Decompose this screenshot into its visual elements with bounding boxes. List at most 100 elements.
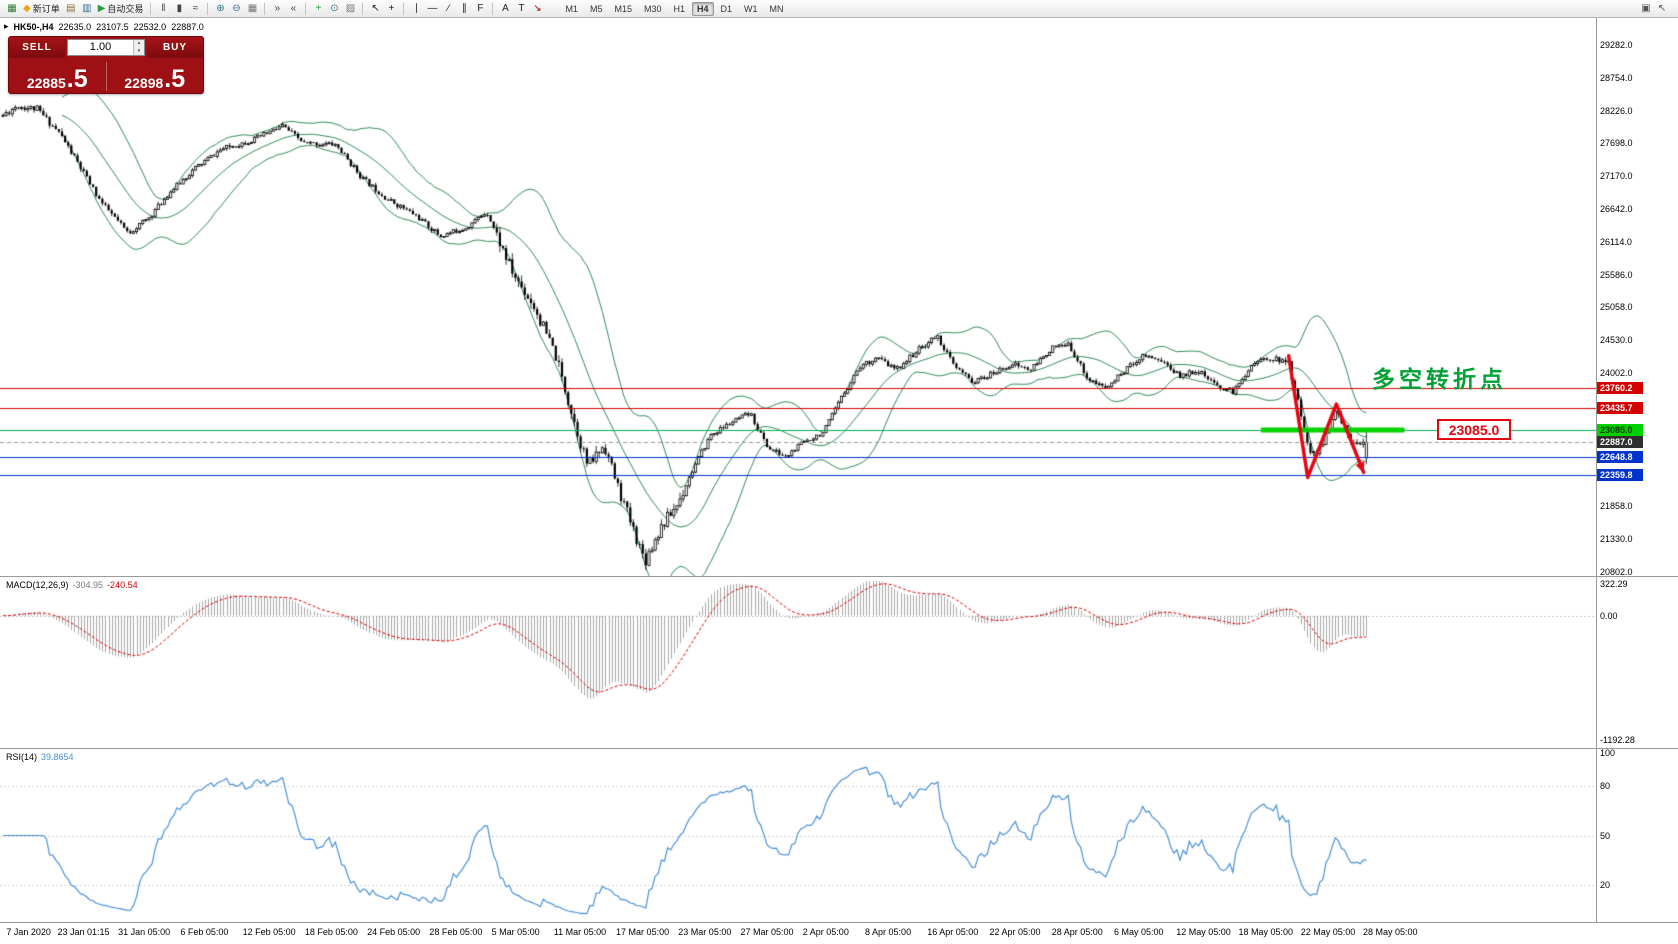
timeframe-button-m15[interactable]: M15 (614, 3, 632, 14)
timeframe-button-d1[interactable]: D1 (720, 3, 733, 14)
toolbar-separator (264, 2, 266, 15)
price-axis-label: 21330.0 (1600, 533, 1633, 544)
time-axis-label: 6 Feb 05:00 (180, 927, 229, 937)
pointer-mode-button[interactable]: ↖ (1654, 1, 1670, 16)
timeframe-button-m5[interactable]: M5 (589, 3, 603, 14)
autotrading-button-label: 自动交易 (107, 4, 144, 14)
new-chart-icon: ▦ (7, 2, 17, 14)
fibonacci-icon: F (477, 2, 484, 14)
time-axis-label: 7 Jan 2020 (6, 927, 51, 937)
buy-button[interactable]: BUY (147, 37, 203, 58)
volume-field[interactable]: 1.00 ▴ ▾ (67, 39, 145, 56)
price-axis[interactable]: 29282.0 28754.0 28226.0 27698.0 27170.0 26642… (1596, 18, 1678, 577)
one-click-collapse-icon[interactable]: ▸ (4, 21, 9, 31)
fibonacci-button[interactable]: F (472, 1, 488, 16)
volume-value[interactable]: 1.00 (89, 41, 112, 53)
timeframe-button-mn[interactable]: MN (769, 3, 784, 14)
price-axis-label: 26114.0 (1600, 236, 1632, 247)
chart-profile-button[interactable]: ▤ (63, 1, 79, 16)
time-axis-label: 17 Mar 05:00 (616, 927, 670, 937)
candlestick-icon: ▮ (176, 2, 183, 14)
zoom-in-button[interactable]: ⊕ (212, 1, 228, 16)
volume-spin-down-icon[interactable]: ▾ (134, 47, 144, 55)
templates-button[interactable]: ▨ (342, 1, 358, 16)
price-axis-label: 25058.0 (1600, 302, 1633, 313)
horizontal-line-button[interactable]: ― (424, 1, 440, 16)
arrange-windows-button[interactable]: ▣ (1638, 1, 1654, 16)
chart-shift-button[interactable]: « (285, 1, 301, 16)
rsi-panel-canvas[interactable] (0, 749, 1596, 922)
cursor-button[interactable]: ↖ (367, 1, 383, 16)
time-axis[interactable]: 7 Jan 2020 23 Jan 01:15 31 Jan 05:00 6 Feb … (0, 923, 1678, 944)
text-label-button[interactable]: T (513, 1, 529, 16)
arrows-icon: ↘ (533, 2, 542, 14)
volume-spinner[interactable]: ▴ ▾ (133, 40, 144, 55)
rsi-value: 39.8654 (41, 752, 74, 762)
support-tag-blue-upper: 22648.8 (1597, 451, 1643, 463)
indicators-button[interactable]: + (310, 1, 326, 16)
price-axis-label: 21858.0 (1600, 501, 1633, 512)
price-axis-label: 24530.0 (1600, 335, 1633, 346)
time-axis-label: 18 Feb 05:00 (304, 927, 358, 937)
toolbar-right: ▣ ↖ (1638, 1, 1670, 16)
macd-axis-label: 322.29 (1600, 579, 1628, 589)
zoom-out-button[interactable]: ⊖ (228, 1, 244, 16)
price-axis-label: 27170.0 (1600, 171, 1633, 182)
timeframe-button-w1[interactable]: W1 (744, 3, 758, 14)
toolbar-groups: ▦ ◆ 新订单 ▤ ▥ ▶ 自动交易 ‖ ▮ ≈ ⊕ ⊖ ▦» «+ ⊙ ▨ ↖ + ∣ ― ∕ ∥ F A T ↘ (4, 1, 545, 16)
time-axis-label: 12 Feb 05:00 (242, 927, 296, 937)
sell-button[interactable]: SELL (9, 37, 65, 58)
panel-separator[interactable] (0, 576, 1678, 577)
toolbar-separator (362, 2, 364, 15)
line-chart-button[interactable]: ≈ (187, 1, 203, 16)
time-axis-label: 8 Apr 05:00 (865, 927, 912, 937)
trendline-button[interactable]: ∕ (440, 1, 456, 16)
time-axis-label: 28 Apr 05:00 (1051, 927, 1103, 937)
price-axis-separator (1596, 18, 1597, 922)
timeframe-button-h1[interactable]: H1 (673, 3, 686, 14)
new-order-button[interactable]: ◆ 新订单 (20, 1, 63, 16)
arrows-button[interactable]: ↘ (529, 1, 545, 16)
quote-low: 22532.0 (133, 21, 167, 32)
autotrading-button[interactable]: ▶ 自动交易 (95, 1, 147, 16)
buy-price-display: 22898 .5 (107, 58, 204, 93)
symbol-period-label: HK50-,H4 (13, 21, 54, 32)
candlestick-button[interactable]: ▮ (171, 1, 187, 16)
horizontal-line-icon: ― (427, 2, 438, 14)
time-axis-label: 27 Mar 05:00 (740, 927, 794, 937)
macd-value-main: -304.95 (72, 580, 104, 590)
price-axis-label: 26642.0 (1600, 203, 1633, 214)
bar-chart-button[interactable]: ‖ (155, 1, 171, 16)
one-click-trading-panel: SELL 1.00 ▴ ▾ BUY 22885 .5 22898 .5 (8, 36, 204, 94)
new-chart-button[interactable]: ▦ (4, 1, 20, 16)
panel-separator[interactable] (0, 748, 1678, 749)
macd-panel-canvas[interactable] (0, 577, 1596, 748)
timeframe-button-m30[interactable]: M30 (643, 3, 662, 14)
rsi-axis-label: 80 (1600, 781, 1611, 791)
time-axis-label: 11 Mar 05:00 (553, 927, 607, 937)
volume-spin-up-icon[interactable]: ▴ (134, 40, 144, 48)
main-chart-canvas[interactable] (0, 18, 1596, 576)
zoom-out-icon: ⊖ (232, 2, 241, 14)
market-watch-button[interactable]: ▥ (79, 1, 95, 16)
macd-axis-label: 0.00 (1600, 610, 1618, 621)
time-axis-label: 16 Apr 05:00 (927, 927, 979, 937)
text-button[interactable]: A (497, 1, 513, 16)
channel-button[interactable]: ∥ (456, 1, 472, 16)
time-axis-label: 23 Jan 01:15 (57, 927, 110, 937)
crosshair-button[interactable]: + (383, 1, 399, 16)
vertical-line-button[interactable]: ∣ (408, 1, 424, 16)
price-axis-label: 24002.0 (1600, 367, 1633, 378)
tile-windows-button[interactable]: ▦ (244, 1, 260, 16)
auto-scroll-button[interactable]: » (269, 1, 285, 16)
price-axis-label: 28754.0 (1600, 72, 1633, 83)
quote-high: 23107.5 (96, 21, 129, 32)
timeframe-button-h4[interactable]: H4 (692, 1, 714, 16)
buy-price-frac: .5 (164, 64, 186, 93)
current-price-tag: 22887.0 (1597, 436, 1643, 449)
quote-header: ▸ HK50-,H4 22635.0 23107.5 22532.0 22887… (4, 21, 204, 32)
periods-button[interactable]: ⊙ (326, 1, 342, 16)
timeframe-button-m1[interactable]: M1 (565, 3, 578, 14)
tile-windows-icon: ▦ (247, 2, 258, 14)
